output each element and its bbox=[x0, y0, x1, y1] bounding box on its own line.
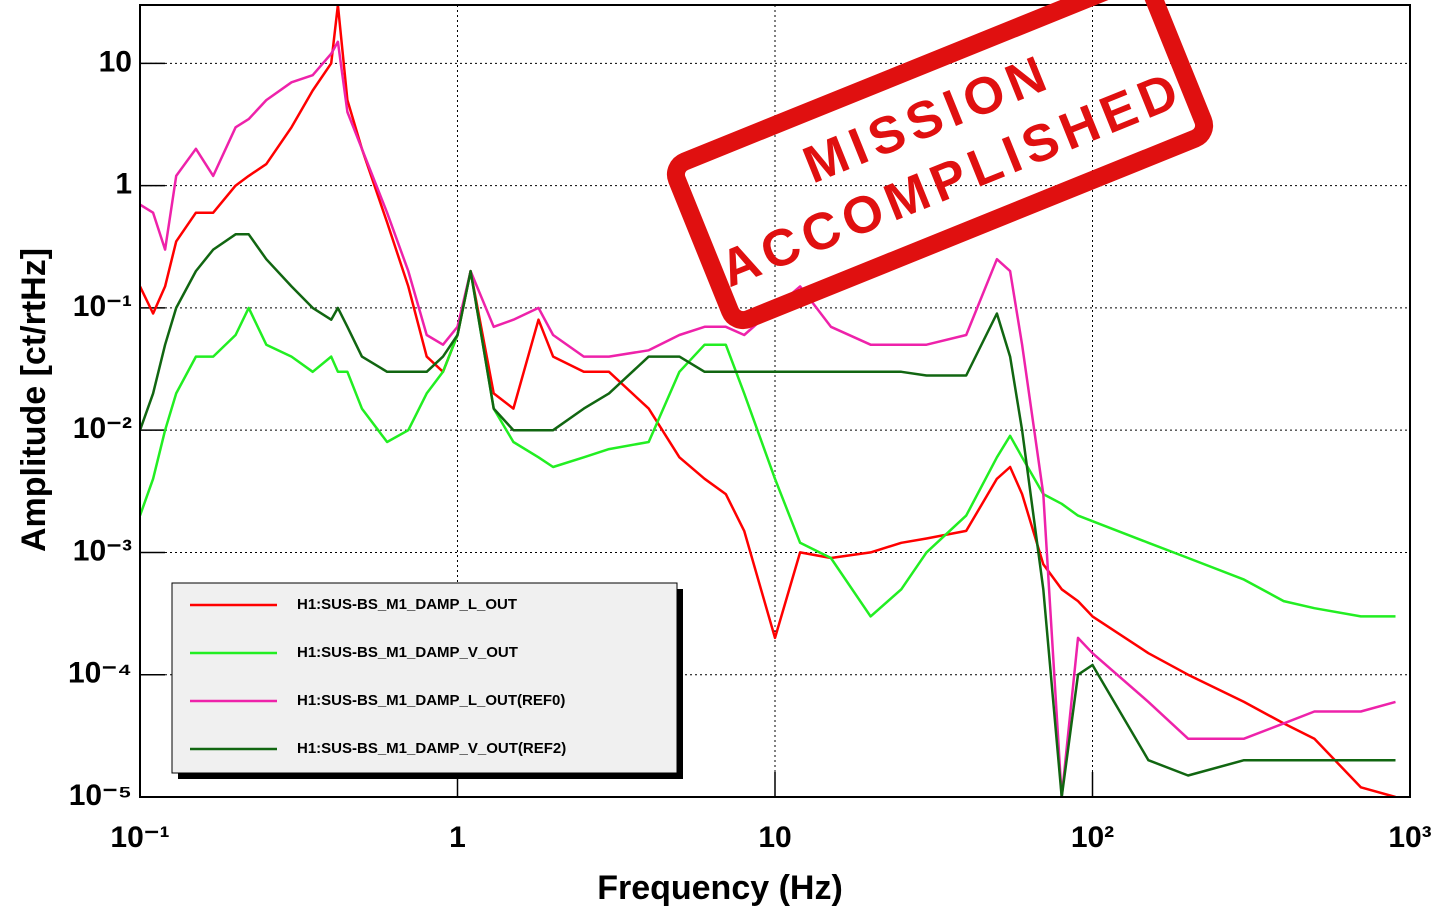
y-tick-label: 1 bbox=[115, 168, 132, 201]
legend-label: H1:SUS-BS_M1_DAMP_L_OUT bbox=[297, 596, 517, 613]
legend-label: H1:SUS-BS_M1_DAMP_V_OUT bbox=[297, 644, 518, 661]
plot-lines bbox=[140, 5, 1396, 797]
y-axis-title: Amplitude [ct/rtHz] bbox=[15, 248, 53, 552]
y-tick-label: 10 bbox=[99, 45, 132, 78]
series-line bbox=[140, 5, 1396, 797]
legend-label: H1:SUS-BS_M1_DAMP_L_OUT(REF0) bbox=[297, 692, 565, 709]
y-tick-label: 10⁻⁵ bbox=[69, 779, 132, 812]
x-axis-title: Frequency (Hz) bbox=[597, 869, 843, 907]
x-tick-label: 10⁻¹ bbox=[110, 821, 169, 854]
y-tick-label: 10⁻¹ bbox=[73, 290, 132, 323]
series-line bbox=[140, 40, 1396, 797]
series-line bbox=[140, 269, 1396, 618]
legend-label: H1:SUS-BS_M1_DAMP_V_OUT(REF2) bbox=[297, 740, 566, 757]
plot-frame bbox=[139, 4, 1411, 798]
x-tick-label: 10 bbox=[758, 821, 791, 854]
y-tick-label: 10⁻² bbox=[73, 412, 132, 445]
series-line bbox=[140, 233, 1396, 797]
x-tick-label: 10² bbox=[1071, 821, 1114, 854]
y-tick-label: 10⁻³ bbox=[73, 534, 132, 567]
stamp-border bbox=[666, 0, 1214, 330]
x-tick-label: 1 bbox=[449, 821, 466, 854]
x-tick-label: 10³ bbox=[1388, 821, 1431, 854]
y-tick-label: 10⁻⁴ bbox=[68, 657, 132, 690]
legend bbox=[171, 582, 678, 774]
